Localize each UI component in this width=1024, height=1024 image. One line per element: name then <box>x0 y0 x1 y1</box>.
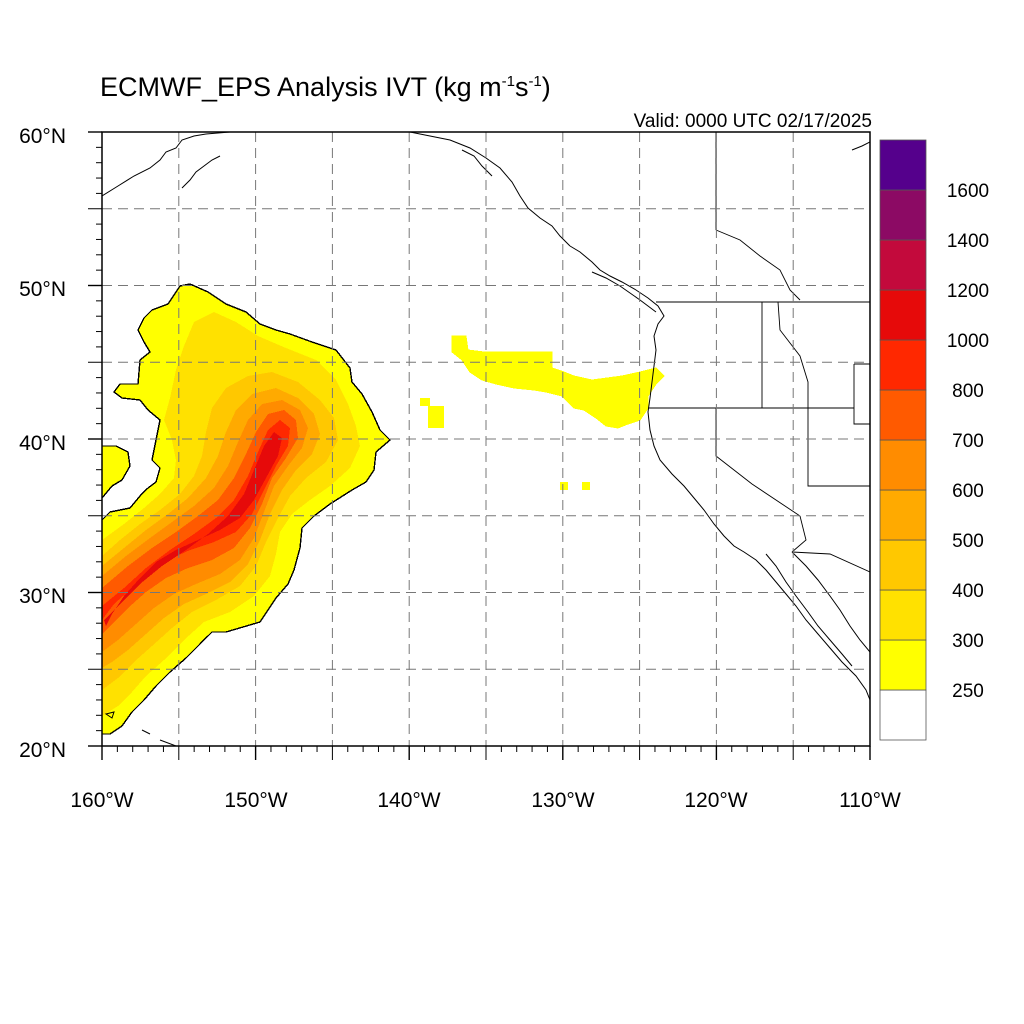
colorbar-swatch <box>879 389 927 441</box>
colorbar-swatch <box>879 539 927 591</box>
colorbar-label: 300 <box>952 631 984 652</box>
colorbar-label: 500 <box>952 531 984 552</box>
colorbar-label: 1200 <box>947 281 989 302</box>
ivt-spot-3 <box>560 482 568 490</box>
coastlines <box>102 132 870 746</box>
colorbar-label: 800 <box>952 381 984 402</box>
state-borders <box>648 132 870 573</box>
pacific-northwest-coast <box>569 245 870 701</box>
ivt-contour-700 <box>102 410 298 634</box>
colorbar-label: 700 <box>952 431 984 452</box>
ivt-spot-2 <box>428 406 444 428</box>
lat-tick-label: 60°N <box>19 125 66 148</box>
colorbar-swatch <box>879 189 927 241</box>
lat-tick-label: 50°N <box>19 278 66 301</box>
colorbar-swatch <box>879 639 927 691</box>
ivt-contour-1000 <box>104 432 282 626</box>
map-title: ECMWF_EPS Analysis IVT (kg m-1s-1) <box>100 72 551 102</box>
lon-tick-label: 140°W <box>377 789 440 812</box>
colorbar-label: 600 <box>952 481 984 502</box>
colorbar-swatch <box>879 339 927 391</box>
colorbar-swatch <box>879 439 927 491</box>
lat-lon-grid <box>102 132 870 746</box>
colorbar-label: 400 <box>952 581 984 602</box>
colorbar-label: 1600 <box>947 181 989 202</box>
lon-tick-label: 120°W <box>684 789 747 812</box>
ivt-filament-east <box>451 335 665 429</box>
colorbar-swatch <box>879 589 927 641</box>
alaska-coast <box>102 132 231 197</box>
lon-tick-label: 150°W <box>224 789 287 812</box>
valid-time-label: Valid: 0000 UTC 02/17/2025 <box>633 111 872 132</box>
ivt-shading <box>102 283 665 735</box>
colorbar-swatch <box>879 239 927 291</box>
colorbar-swatch <box>879 689 927 741</box>
lat-tick-label: 30°N <box>19 585 66 608</box>
ivt-spot-4 <box>582 482 590 490</box>
colorbar-swatch <box>879 489 927 541</box>
lat-tick-label: 20°N <box>19 739 66 762</box>
colorbar-label: 1400 <box>947 231 989 252</box>
lat-tick-label: 40°N <box>19 432 66 455</box>
ivt-spot-1 <box>420 398 430 406</box>
axes: 160°W 150°W 140°W 130°W 120°W 110°W 20°N… <box>19 125 901 812</box>
ivt-contour-250-west <box>102 445 131 500</box>
colorbar-swatch <box>879 289 927 341</box>
colorbar-label: 1000 <box>947 331 989 352</box>
lon-tick-label: 130°W <box>531 789 594 812</box>
lon-tick-label: 160°W <box>70 789 133 812</box>
colorbar: 250 300 400 500 600 700 800 1000 1200 1400 1600 <box>879 139 989 741</box>
colorbar-label: 250 <box>952 681 984 702</box>
baja-coast <box>765 553 853 667</box>
lon-tick-label: 110°W <box>839 789 901 812</box>
colorbar-swatch <box>879 139 927 191</box>
